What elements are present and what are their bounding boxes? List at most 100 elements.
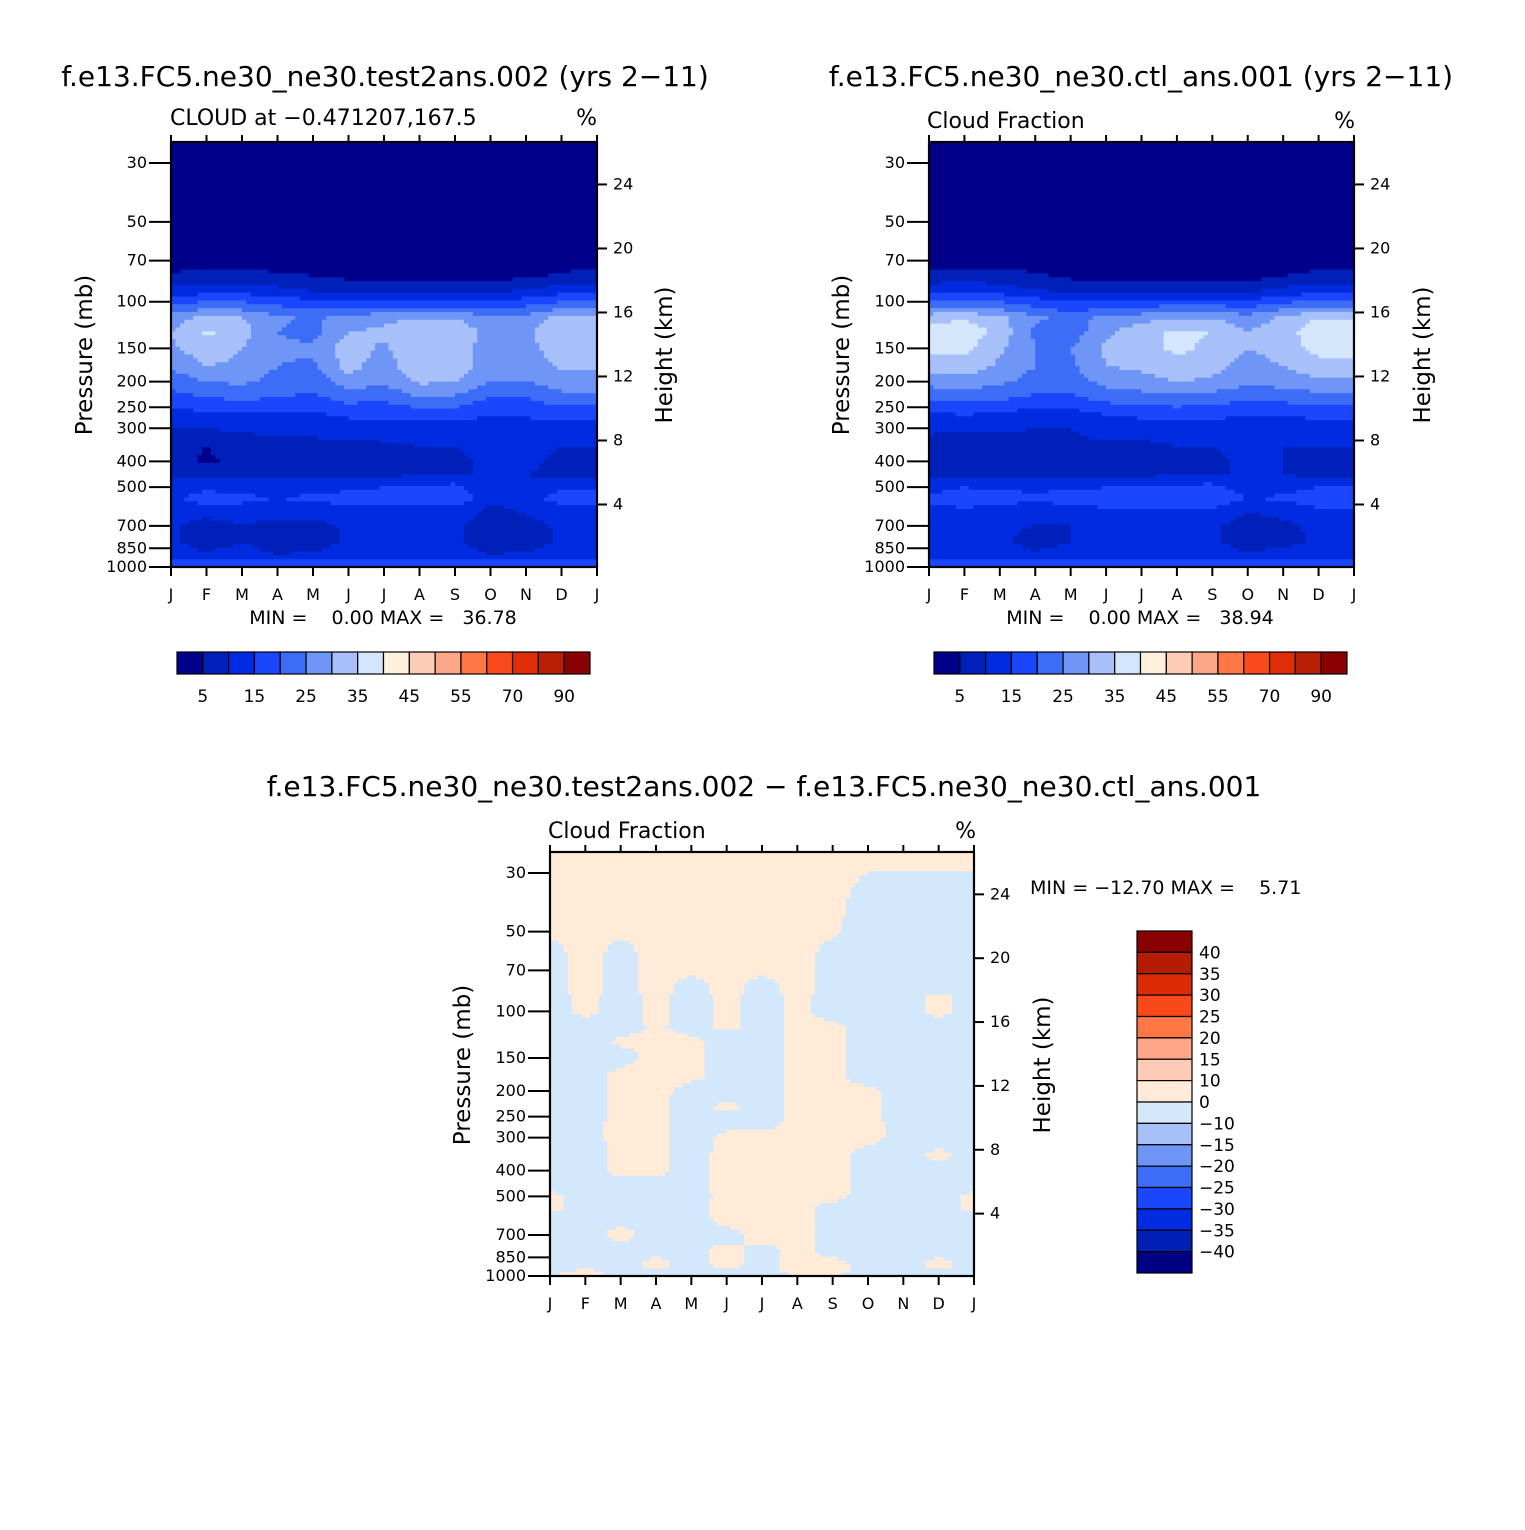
- panel-ctl-cell: [929, 451, 1222, 456]
- panel-diff-cell: [550, 1144, 609, 1150]
- panel-diff-cell: [859, 875, 975, 880]
- panel-diff-cell: [550, 1245, 715, 1250]
- panel-test-cell: [171, 458, 199, 464]
- panel-test-cell: [184, 497, 270, 502]
- panel-test-cell: [171, 184, 598, 189]
- panel-ctl-cell: [929, 176, 1355, 182]
- panel-test-cell: [242, 501, 332, 506]
- panel-diff-cell: [815, 952, 975, 957]
- panel-diff-colorbar-swatch: [1136, 951, 1193, 975]
- panel-test-cell: [335, 381, 421, 387]
- panel-test-cell: [171, 273, 310, 278]
- panel-diff-cell: [603, 983, 639, 988]
- panel-diff-cell: [550, 1191, 556, 1196]
- panel-diff-cell: [819, 944, 975, 949]
- panel-test-cell: [228, 358, 296, 363]
- panel-diff-cell: [603, 1121, 670, 1127]
- panel-ctl-cell: [1225, 485, 1315, 491]
- panel-diff-cell: [845, 913, 975, 919]
- panel-diff-ytick-label: 400: [495, 1161, 526, 1180]
- panel-diff-cell: [550, 967, 569, 973]
- panel-diff-cell: [669, 1102, 719, 1107]
- panel-diff-cell: [607, 944, 635, 949]
- panel-test-cell: [171, 142, 598, 147]
- panel-ctl-cell: [995, 358, 1036, 363]
- panel-diff-cell: [642, 1017, 670, 1023]
- panel-test-cell: [250, 292, 558, 298]
- panel-ctl-cell: [999, 354, 1036, 359]
- panel-ctl-cell: [929, 254, 1355, 259]
- panel-ctl-cell: [1194, 346, 1306, 352]
- panel-diff-cell: [845, 1067, 975, 1073]
- panel-ctl-cell: [1221, 451, 1284, 456]
- panel-diff-cell: [686, 975, 697, 980]
- panel-diff-cell: [550, 1233, 609, 1239]
- panel-diff-cell: [550, 1044, 622, 1050]
- panel-test-cell: [401, 474, 532, 479]
- panel-test-cell: [171, 354, 194, 359]
- panel-diff-cell: [823, 1017, 975, 1023]
- panel-test-xtick-label: M: [306, 585, 320, 604]
- panel-ctl-xtick-label: J: [926, 585, 932, 604]
- panel-ctl-left-string: Cloud Fraction: [927, 109, 1085, 134]
- panel-diff-cell: [580, 1013, 591, 1019]
- panel-ctl-colorbar-swatch: [1165, 651, 1193, 675]
- panel-test-colorbar-swatch: [305, 651, 333, 675]
- panel-diff-cell: [550, 948, 564, 953]
- panel-test-cell: [193, 315, 243, 321]
- panel-diff-cell: [739, 1229, 816, 1235]
- panel-test-xtick-label: M: [235, 585, 249, 604]
- panel-test-cell: [370, 312, 474, 317]
- panel-diff-cell: [863, 1144, 975, 1150]
- panel-diff-colorbar-swatch: [1136, 1208, 1193, 1231]
- panel-ctl-cell: [1216, 389, 1311, 394]
- panel-ctl-colorbar-swatch: [1320, 651, 1348, 675]
- panel-diff-cell: [709, 1252, 745, 1258]
- panel-diff-cell: [550, 1052, 639, 1057]
- panel-ctl-cell: [1234, 358, 1271, 363]
- panel-ctl-cell: [1256, 304, 1355, 309]
- panel-test-cell: [379, 439, 598, 444]
- panel-ctl-cell: [929, 277, 1072, 282]
- panel-ctl-cell: [1017, 284, 1289, 290]
- panel-diff-cell: [700, 1037, 785, 1042]
- panel-diff-cell: [850, 1191, 971, 1196]
- panel-test-cell: [259, 397, 332, 402]
- panel-ctl-cell: [1238, 312, 1253, 317]
- panel-ctl-cell: [1035, 366, 1081, 371]
- panel-diff-cell: [779, 990, 816, 996]
- panel-ctl-cell: [1296, 474, 1355, 479]
- panel-test-cell: [242, 308, 554, 313]
- panel-ctl-cell: [1101, 485, 1227, 491]
- panel-test-units: %: [576, 106, 597, 131]
- panel-ctl-cell: [1013, 536, 1072, 541]
- panel-ctl-cell: [995, 362, 1036, 367]
- panel-test-cell: [188, 373, 265, 379]
- panel-test-yrtick-label: 20: [613, 238, 633, 257]
- panel-diff-cell: [550, 1175, 710, 1181]
- panel-diff-cell: [686, 1033, 785, 1038]
- panel-test-cell: [197, 547, 216, 553]
- panel-ctl-cell: [1070, 524, 1222, 529]
- panel-ctl-cell: [942, 489, 1023, 495]
- panel-test-cell: [552, 362, 598, 367]
- panel-diff-cell: [603, 967, 639, 973]
- panel-test-colorbar-label: 25: [295, 687, 317, 707]
- panel-ctl-cell: [1119, 366, 1227, 371]
- panel-test-cell: [286, 323, 323, 329]
- panel-ctl-ytick-label: 500: [874, 477, 905, 496]
- panel-ctl-cell: [1030, 524, 1072, 529]
- panel-diff-cell: [607, 1075, 706, 1081]
- panel-diff-cell: [567, 983, 604, 988]
- panel-ctl-cell: [929, 470, 1231, 475]
- panel-diff-cell: [550, 979, 569, 984]
- panel-diff-cell: [960, 1202, 975, 1208]
- panel-diff-cell: [850, 1264, 927, 1269]
- panel-test-cell: [246, 339, 301, 344]
- panel-test-cell: [548, 315, 598, 321]
- panel-diff-cell: [550, 1218, 715, 1223]
- panel-diff-cell: [709, 990, 745, 996]
- panel-ctl-cell: [929, 184, 1355, 189]
- panel-test-cell: [557, 300, 598, 305]
- panel-diff-cell: [744, 990, 781, 996]
